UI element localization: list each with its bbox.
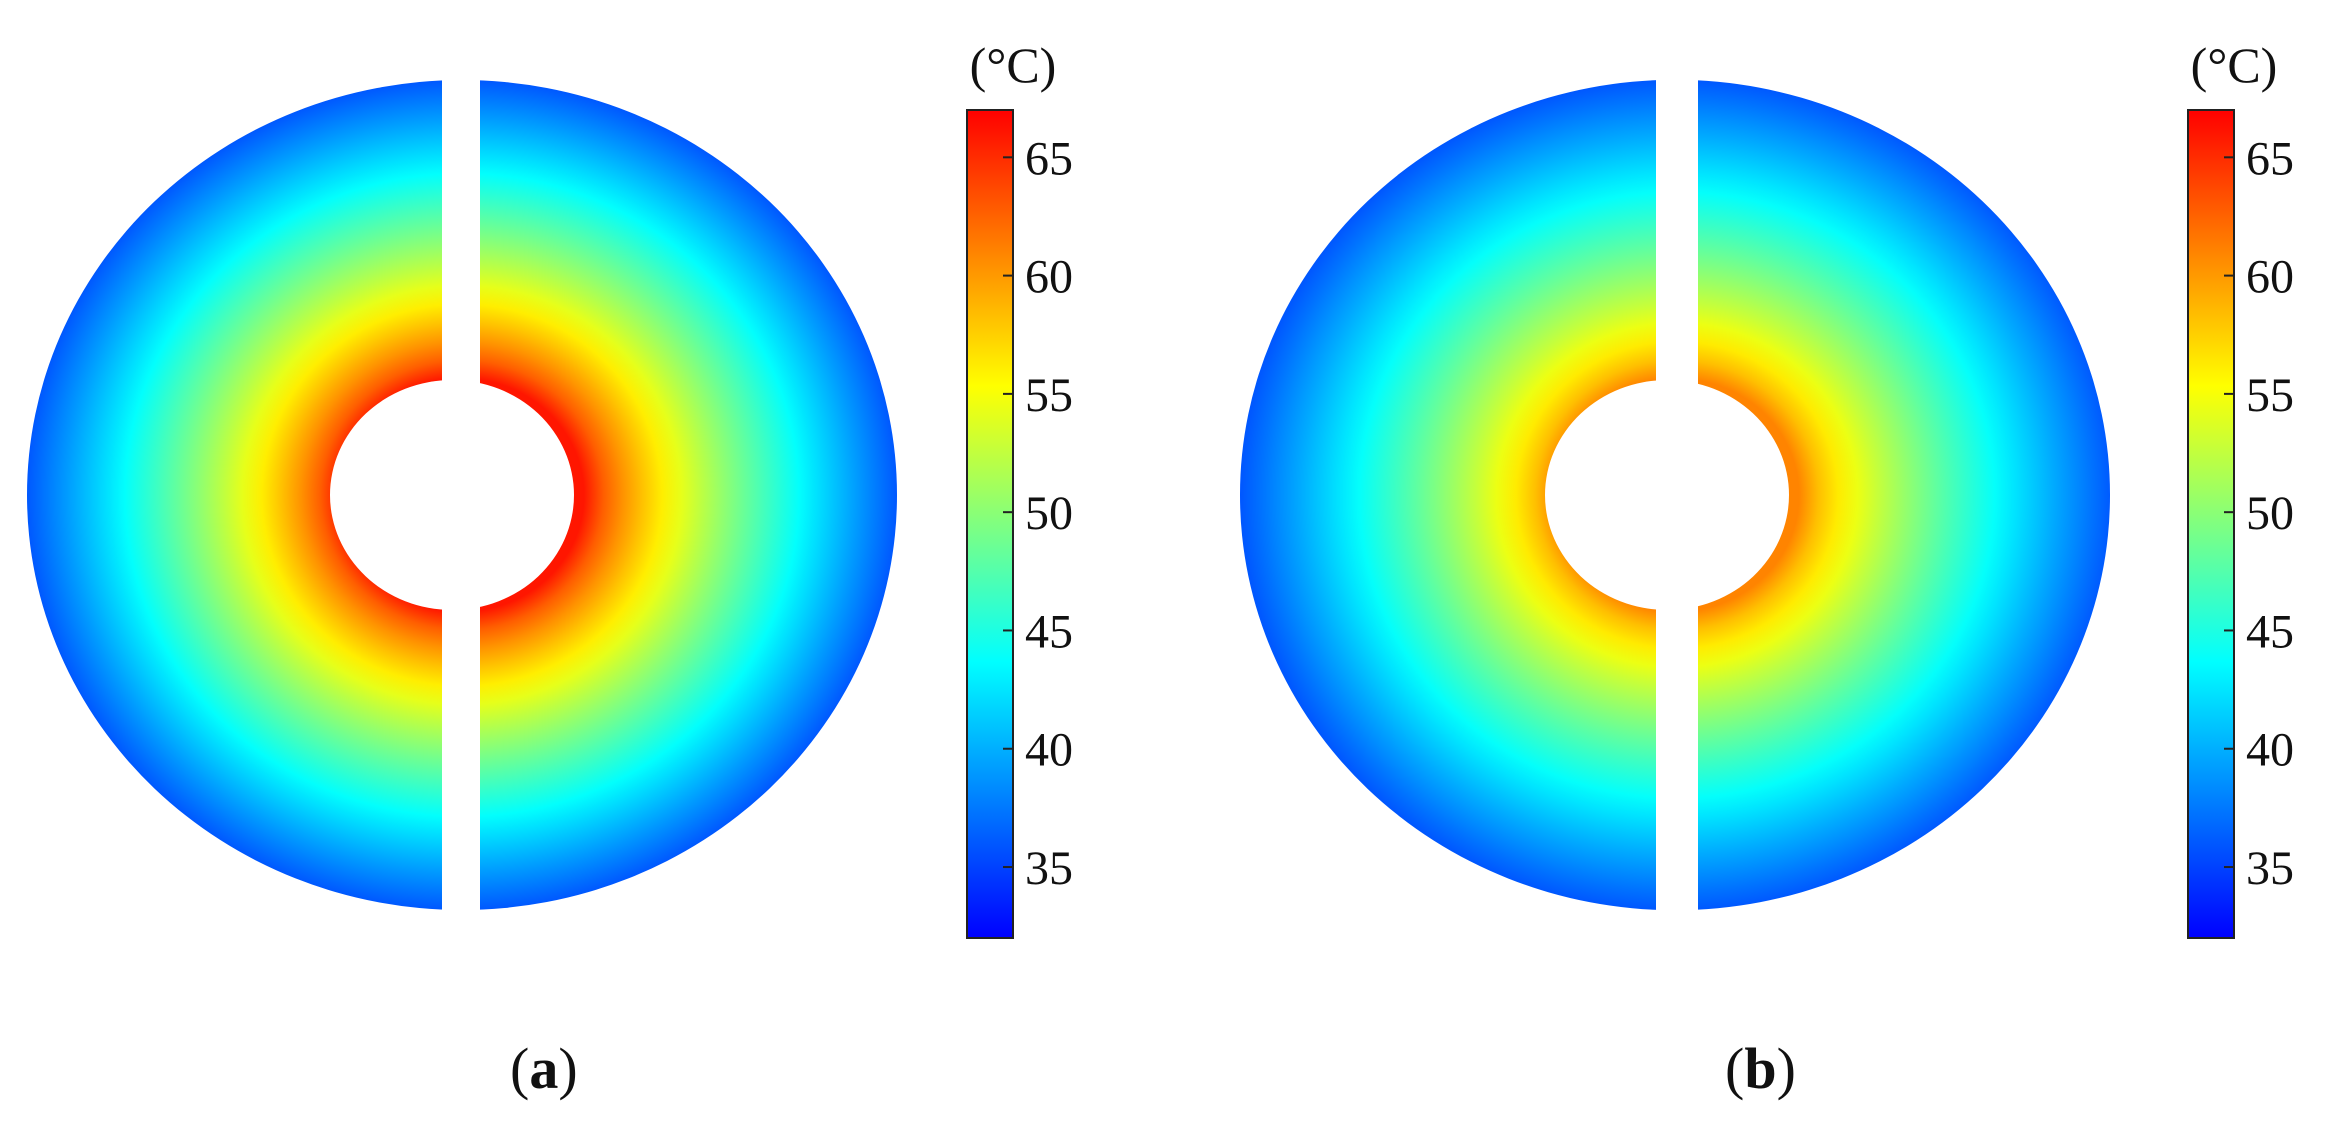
label-open-paren: ( (510, 1036, 530, 1101)
label-letter-b: b (1744, 1036, 1777, 1101)
colorbar-gradient-b (2187, 109, 2235, 939)
colorbar-tick-label: 40 (1025, 724, 1073, 777)
colorbar-tick-label: 45 (1025, 605, 1073, 658)
colorbar-unit-a: (°C) (970, 37, 1057, 93)
colorbar-tick-label: 35 (2246, 842, 2294, 895)
colorbar-tick-label: 50 (2246, 487, 2294, 540)
colorbar-tick-label: 55 (1025, 369, 1073, 422)
colorbar-a: (°C) 35 40 45 50 55 60 65 (966, 37, 1073, 939)
colorbar-gradient-a (966, 109, 1014, 939)
colorbar-tick-label: 35 (1025, 842, 1073, 895)
annulus-a (27, 60, 897, 930)
label-letter-a: a (529, 1036, 559, 1101)
panel-label-b: (b) (1725, 1035, 1796, 1102)
colorbar-tick-label: 40 (2246, 724, 2294, 777)
temperature-field-a (27, 80, 897, 910)
colorbar-tick-label: 65 (2246, 132, 2294, 185)
panel-b: (°C) 35 40 45 50 55 60 65 (1239, 37, 2294, 939)
colorbar-unit-b: (°C) (2191, 37, 2278, 93)
slit-a (442, 60, 480, 930)
panel-label-a: (a) (510, 1035, 578, 1102)
temperature-field-b (1239, 79, 2110, 911)
panel-a: (°C) 35 40 45 50 55 60 65 (27, 37, 1073, 939)
colorbar-tick-label: 45 (2246, 605, 2294, 658)
label-close-paren: ) (1776, 1036, 1796, 1101)
annulus-b (1239, 60, 2110, 930)
colorbar-b: (°C) 35 40 45 50 55 60 65 (2187, 37, 2294, 939)
slit-b (1656, 60, 1698, 930)
colorbar-ticks-b: 35 40 45 50 55 60 65 (2224, 132, 2294, 895)
colorbar-tick-label: 55 (2246, 369, 2294, 422)
colorbar-tick-label: 60 (1025, 251, 1073, 304)
colorbar-tick-label: 65 (1025, 132, 1073, 185)
colorbar-ticks-a: 35 40 45 50 55 60 65 (1003, 132, 1073, 895)
label-close-paren: ) (558, 1036, 578, 1101)
colorbar-tick-label: 50 (1025, 487, 1073, 540)
label-open-paren: ( (1725, 1036, 1745, 1101)
colorbar-tick-label: 60 (2246, 251, 2294, 304)
